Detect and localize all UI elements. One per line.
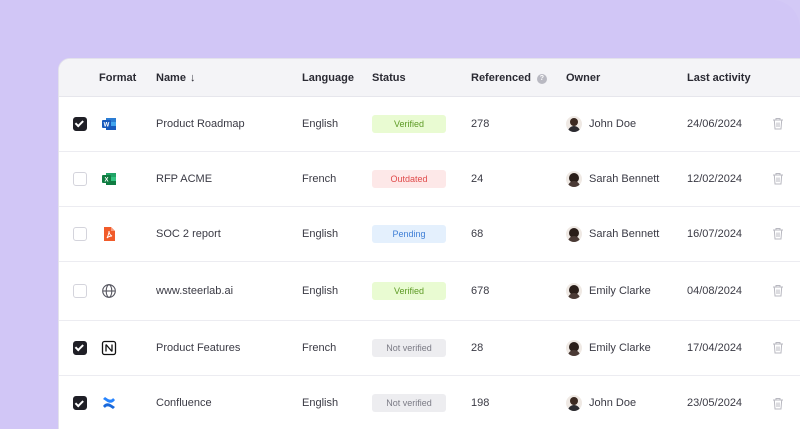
status-badge: Not verified xyxy=(372,338,446,357)
trash-icon[interactable] xyxy=(772,172,784,185)
svg-text:W: W xyxy=(104,122,110,128)
status-badge: Verified xyxy=(372,114,446,133)
owner: John Doe xyxy=(566,375,636,429)
document-name[interactable]: www.steerlab.ai xyxy=(156,284,234,297)
arrow-down-icon[interactable]: ↓ xyxy=(189,72,196,84)
document-name[interactable]: Confluence xyxy=(156,397,212,409)
referenced-count: 68 xyxy=(471,227,484,240)
owner: John Doe xyxy=(566,96,636,151)
owner-name: John Doe xyxy=(589,117,637,130)
confluence-icon xyxy=(101,395,117,411)
document-language: French xyxy=(302,172,337,185)
column-status[interactable]: Status xyxy=(372,72,406,84)
trash-icon[interactable] xyxy=(772,397,784,410)
avatar xyxy=(566,339,582,356)
table-row[interactable]: W Product Roadmap English Verified 278 John D… xyxy=(59,96,800,152)
column-referenced-label: Referenced xyxy=(471,72,531,84)
status-badge: Pending xyxy=(372,224,446,243)
avatar xyxy=(566,225,582,242)
status-badge: Outdated xyxy=(372,169,446,188)
last-activity: 12/02/2024 xyxy=(687,172,743,185)
documents-table: Format Name ↓ Language Status Referenced?… xyxy=(58,58,800,429)
column-last-activity[interactable]: Last activity xyxy=(687,72,751,84)
last-activity: 17/04/2024 xyxy=(687,341,743,354)
status-badge: Not verified xyxy=(372,394,446,412)
document-language: English xyxy=(302,117,339,130)
last-activity: 23/05/2024 xyxy=(687,397,743,409)
owner-name: John Doe xyxy=(589,397,637,409)
globe-icon xyxy=(101,283,117,299)
table-row[interactable]: X RFP ACME French Outdated 24 Sarah Bennett 12… xyxy=(59,151,800,207)
avatar xyxy=(566,282,582,299)
info-icon[interactable]: ? xyxy=(536,74,547,84)
owner: Sarah Bennett xyxy=(566,151,659,206)
trash-icon[interactable] xyxy=(772,341,784,354)
owner-name: Emily Clarke xyxy=(589,284,651,297)
document-language: English xyxy=(302,227,339,240)
trash-icon[interactable] xyxy=(772,227,784,240)
owner-name: Emily Clarke xyxy=(589,341,651,354)
avatar xyxy=(566,170,582,187)
document-name[interactable]: SOC 2 report xyxy=(156,227,221,240)
notion-icon xyxy=(101,340,117,356)
table-row[interactable]: Confluence English Not verified 198 John Doe… xyxy=(59,375,800,429)
row-checkbox[interactable] xyxy=(73,396,87,410)
referenced-count: 678 xyxy=(471,284,490,297)
document-language: English xyxy=(302,284,339,297)
avatar xyxy=(566,115,582,132)
last-activity: 16/07/2024 xyxy=(687,227,743,240)
owner-name: Sarah Bennett xyxy=(589,172,660,185)
table-row[interactable]: Product Features French Not verified 28 Emil… xyxy=(59,320,800,376)
svg-text:X: X xyxy=(104,177,108,183)
row-checkbox[interactable] xyxy=(73,226,87,241)
avatar xyxy=(566,395,582,411)
referenced-count: 278 xyxy=(471,117,490,130)
table-header: Format Name ↓ Language Status Referenced?… xyxy=(59,59,800,97)
referenced-count: 28 xyxy=(471,341,484,354)
column-referenced[interactable]: Referenced? xyxy=(471,59,547,96)
last-activity: 24/06/2024 xyxy=(687,117,743,130)
document-name[interactable]: Product Roadmap xyxy=(156,117,245,130)
row-checkbox[interactable] xyxy=(73,116,87,131)
last-activity: 04/08/2024 xyxy=(687,284,743,297)
trash-icon[interactable] xyxy=(772,284,784,297)
column-name[interactable]: Name ↓ xyxy=(156,59,195,96)
column-name-label: Name xyxy=(156,72,186,84)
column-language[interactable]: Language xyxy=(302,72,354,84)
row-checkbox[interactable] xyxy=(73,340,87,355)
referenced-count: 24 xyxy=(471,172,484,185)
trash-icon[interactable] xyxy=(772,117,784,130)
owner: Sarah Bennett xyxy=(566,206,659,261)
document-name[interactable]: Product Features xyxy=(156,341,241,354)
status-badge: Verified xyxy=(372,281,446,300)
document-name[interactable]: RFP ACME xyxy=(156,172,213,185)
column-owner[interactable]: Owner xyxy=(566,72,601,84)
table-row[interactable]: SOC 2 report English Pending 68 Sarah Bennet… xyxy=(59,206,800,262)
word-icon: W xyxy=(101,116,117,132)
owner-name: Sarah Bennett xyxy=(589,227,660,240)
pdf-icon xyxy=(101,226,117,242)
owner: Emily Clarke xyxy=(566,320,651,375)
column-format[interactable]: Format xyxy=(99,72,137,84)
owner: Emily Clarke xyxy=(566,261,651,320)
row-checkbox[interactable] xyxy=(73,171,87,186)
document-language: French xyxy=(302,341,337,354)
row-checkbox[interactable] xyxy=(73,283,87,298)
excel-icon: X xyxy=(101,171,117,187)
referenced-count: 198 xyxy=(471,397,490,409)
table-row[interactable]: www.steerlab.ai English Verified 678 Emily C… xyxy=(59,261,800,321)
document-language: English xyxy=(302,397,339,409)
